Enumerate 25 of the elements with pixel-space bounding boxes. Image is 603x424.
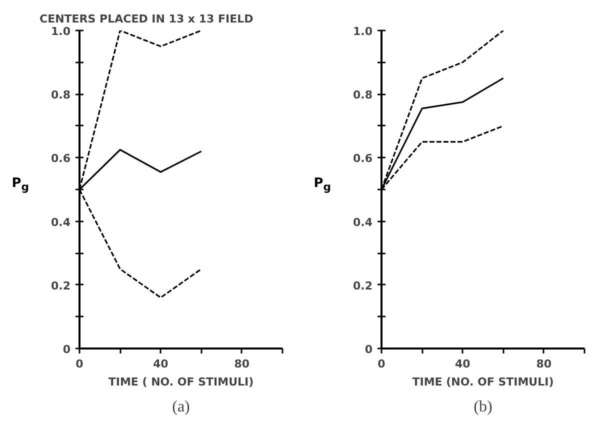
- x-tick-label: 40: [455, 358, 471, 370]
- y-tick-label: 0.4: [51, 216, 71, 229]
- x-tick-label: 0: [76, 358, 84, 370]
- y-tick-label: 0.8: [51, 88, 71, 102]
- x-axis-title: TIME (NO. OF STIMULI): [412, 376, 554, 388]
- y-axis-title: P$_{g}$: [12, 175, 29, 196]
- x-tick-label: 0: [378, 358, 386, 370]
- y-axis-title: P$_{g}$: [314, 175, 331, 196]
- y-tick-label: 0.8: [353, 88, 373, 102]
- text: (a): [172, 398, 190, 416]
- y-tick-label: 0.6: [51, 152, 71, 166]
- y-tick-label: 0: [62, 343, 71, 356]
- chart-title: CENTERS PLACED IN 13 x 13 FIELD: [40, 12, 254, 26]
- y-tick-label: 1.0: [353, 25, 373, 38]
- y-tick-label: 0.2: [51, 279, 71, 292]
- text: (b): [474, 398, 492, 416]
- x-tick-label: 40: [153, 358, 169, 370]
- y-tick-label: 0.2: [353, 279, 373, 292]
- x-tick-label: 80: [536, 358, 552, 370]
- y-tick-label: 0.4: [353, 216, 373, 229]
- x-axis-title: TIME ( NO. OF STIMULI): [108, 376, 254, 388]
- y-tick-label: 0.6: [353, 152, 373, 166]
- y-tick-label: 0: [364, 343, 373, 356]
- x-tick-label: 80: [234, 358, 250, 370]
- y-tick-label: 1.0: [51, 25, 71, 38]
